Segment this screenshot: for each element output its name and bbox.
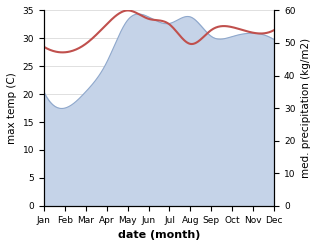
X-axis label: date (month): date (month) (118, 230, 200, 240)
Y-axis label: med. precipitation (kg/m2): med. precipitation (kg/m2) (301, 38, 311, 178)
Y-axis label: max temp (C): max temp (C) (7, 72, 17, 144)
